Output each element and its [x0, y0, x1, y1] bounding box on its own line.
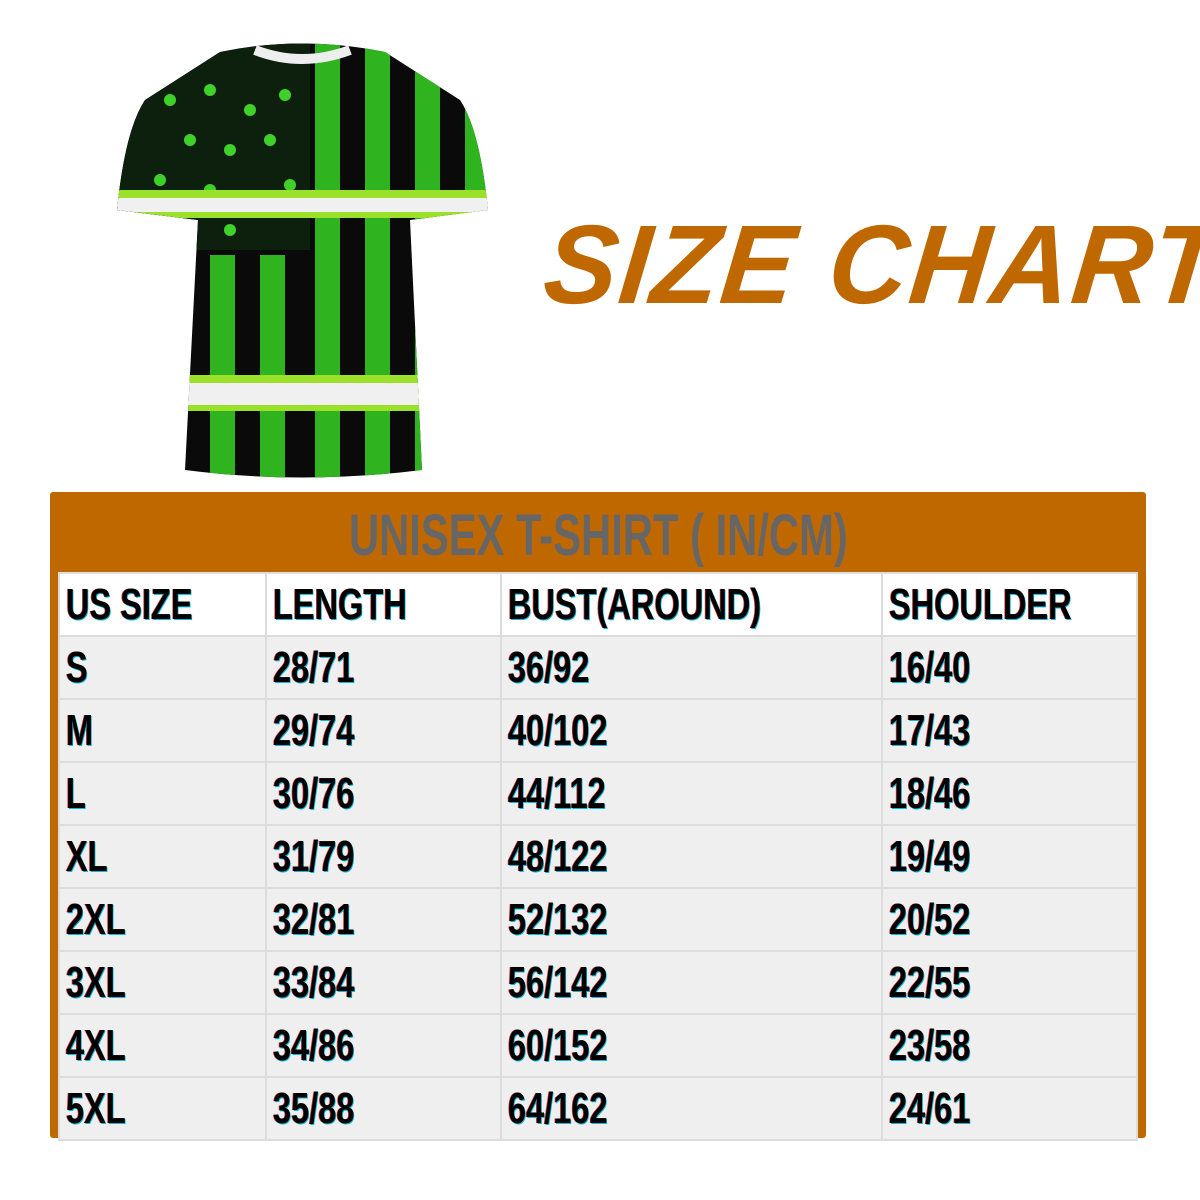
table-row: L 30/76 44/112 18/46: [57, 761, 1138, 826]
cell-text: LENGTH: [273, 579, 408, 629]
table-cell: XL: [57, 824, 268, 889]
cell-text: 56/142: [508, 957, 608, 1007]
cell-text: 36/92: [508, 642, 590, 692]
cell-text: 3XL: [66, 957, 126, 1007]
cell-text: 4XL: [66, 1020, 126, 1070]
table-header-row: US SIZE LENGTH BUST(AROUND) SHOULDER: [57, 572, 1138, 637]
table-row: S 28/71 36/92 16/40: [57, 635, 1138, 700]
table-cell: L: [57, 761, 268, 826]
table-cell: 4XL: [57, 1013, 268, 1078]
table-cell: 28/71: [265, 635, 503, 700]
table-cell: 35/88: [265, 1076, 503, 1141]
table-title: UNISEX T-SHIRT ( IN/CM): [348, 503, 848, 568]
cell-text: 18/46: [889, 768, 971, 818]
table-cell: 52/132: [500, 887, 884, 952]
table-cell: 34/86: [265, 1013, 503, 1078]
table-cell: 60/152: [500, 1013, 884, 1078]
table-cell: 32/81: [265, 887, 503, 952]
cell-text: M: [66, 705, 94, 755]
table-cell: 48/122: [500, 824, 884, 889]
cell-text: 5XL: [66, 1083, 126, 1133]
table-cell: 19/49: [881, 824, 1138, 889]
table-row: 2XL 32/81 52/132 20/52: [57, 887, 1138, 952]
cell-text: S: [66, 642, 88, 692]
table-row: M 29/74 40/102 17/43: [57, 698, 1138, 763]
table-cell: S: [57, 635, 268, 700]
table-row: 4XL 34/86 60/152 23/58: [57, 1013, 1138, 1078]
cell-text: 33/84: [273, 957, 355, 1007]
table-cell: 33/84: [265, 950, 503, 1015]
table-cell: 24/61: [881, 1076, 1138, 1141]
cell-text: XL: [66, 831, 108, 881]
table-cell: 36/92: [500, 635, 884, 700]
cell-text: 23/58: [889, 1020, 971, 1070]
cell-text: 24/61: [889, 1083, 971, 1133]
cell-text: 2XL: [66, 894, 126, 944]
table-cell: 18/46: [881, 761, 1138, 826]
cell-text: 30/76: [273, 768, 355, 818]
cell-text: 19/49: [889, 831, 971, 881]
tshirt-image: [117, 43, 488, 478]
cell-text: SHOULDER: [889, 579, 1072, 629]
table-cell: M: [57, 698, 268, 763]
cell-text: 60/152: [508, 1020, 608, 1070]
table-cell: 2XL: [57, 887, 268, 952]
cell-text: 28/71: [273, 642, 355, 692]
size-table: US SIZE LENGTH BUST(AROUND) SHOULDER S 28/71 3…: [57, 572, 1138, 1141]
cell-text: 34/86: [273, 1020, 355, 1070]
table-cell: 22/55: [881, 950, 1138, 1015]
table-cell: 23/58: [881, 1013, 1138, 1078]
table-cell: 56/142: [500, 950, 884, 1015]
cell-text: BUST(AROUND): [508, 579, 762, 629]
size-chart-title: SIZE CHART: [538, 202, 1200, 327]
cell-text: 32/81: [273, 894, 355, 944]
table-cell: 40/102: [500, 698, 884, 763]
table-row: 5XL 35/88 64/162 24/61: [57, 1076, 1138, 1141]
cell-text: 52/132: [508, 894, 608, 944]
table-cell: 20/52: [881, 887, 1138, 952]
table-cell: 5XL: [57, 1076, 268, 1141]
cell-text: 44/112: [508, 768, 606, 818]
cell-text: 64/162: [508, 1083, 608, 1133]
cell-text: 16/40: [889, 642, 971, 692]
cell-text: 22/55: [889, 957, 971, 1007]
table-cell: 64/162: [500, 1076, 884, 1141]
table-cell: SHOULDER: [881, 572, 1138, 637]
cell-text: 20/52: [889, 894, 971, 944]
table-cell: LENGTH: [265, 572, 503, 637]
cell-text: 31/79: [273, 831, 355, 881]
table-cell: BUST(AROUND): [500, 572, 884, 637]
table-cell: 30/76: [265, 761, 503, 826]
cell-text: 48/122: [508, 831, 608, 881]
cell-text: 40/102: [508, 705, 608, 755]
table-cell: US SIZE: [57, 572, 268, 637]
table-cell: 16/40: [881, 635, 1138, 700]
table-cell: 3XL: [57, 950, 268, 1015]
table-cell: 17/43: [881, 698, 1138, 763]
table-row: 3XL 33/84 56/142 22/55: [57, 950, 1138, 1015]
cell-text: 35/88: [273, 1083, 355, 1133]
table-cell: 31/79: [265, 824, 503, 889]
table-cell: 29/74: [265, 698, 503, 763]
table-cell: 44/112: [500, 761, 884, 826]
size-chart-table-panel: UNISEX T-SHIRT ( IN/CM) US SIZE LENGTH BUS…: [50, 492, 1146, 1141]
cell-text: 29/74: [273, 705, 355, 755]
cell-text: L: [66, 768, 86, 818]
table-row: XL 31/79 48/122 19/49: [57, 824, 1138, 889]
cell-text: US SIZE: [66, 579, 193, 629]
cell-text: 17/43: [889, 705, 971, 755]
